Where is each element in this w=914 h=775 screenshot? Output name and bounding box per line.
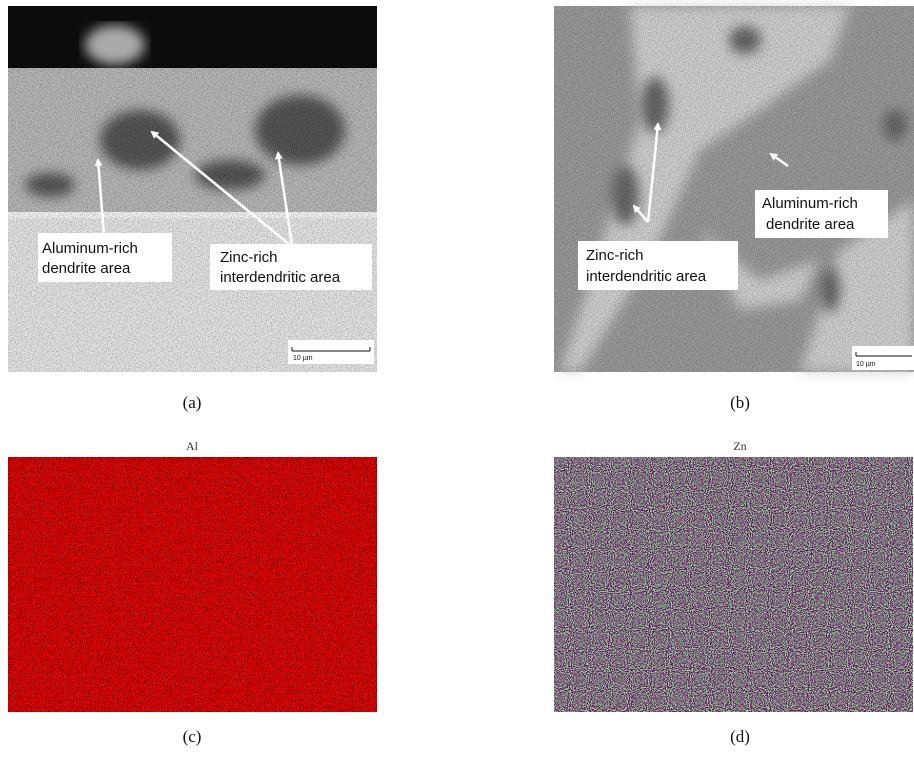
scale-bar-label: 10 µm bbox=[856, 361, 876, 368]
element-title: Al bbox=[186, 439, 199, 453]
annotation: Zinc-rich bbox=[220, 249, 278, 266]
scale-bar-label: 10 µm bbox=[293, 355, 313, 362]
caption: (b) bbox=[730, 393, 750, 412]
annotation: dendrite area bbox=[42, 260, 131, 277]
element-title: Zn bbox=[733, 439, 746, 453]
eds-map-al bbox=[8, 457, 377, 712]
eds-map-zn bbox=[554, 457, 913, 712]
figure: Aluminum-rich dendrite area Zinc-rich in… bbox=[0, 0, 914, 775]
annotation: Aluminum-rich bbox=[762, 195, 858, 212]
annotation: Aluminum-rich bbox=[42, 240, 138, 257]
annotation: interdendritic area bbox=[586, 268, 707, 285]
annotation: Zinc-rich bbox=[586, 247, 644, 264]
annotation: dendrite area bbox=[766, 216, 855, 233]
micrograph-a: Aluminum-rich dendrite area Zinc-rich in… bbox=[8, 6, 377, 372]
caption: (d) bbox=[730, 727, 750, 746]
caption: (a) bbox=[183, 393, 202, 412]
micrograph-b: Zinc-rich interdendritic area Aluminum-r… bbox=[554, 6, 914, 372]
annotation: interdendritic area bbox=[220, 269, 341, 286]
caption: (c) bbox=[183, 727, 202, 746]
